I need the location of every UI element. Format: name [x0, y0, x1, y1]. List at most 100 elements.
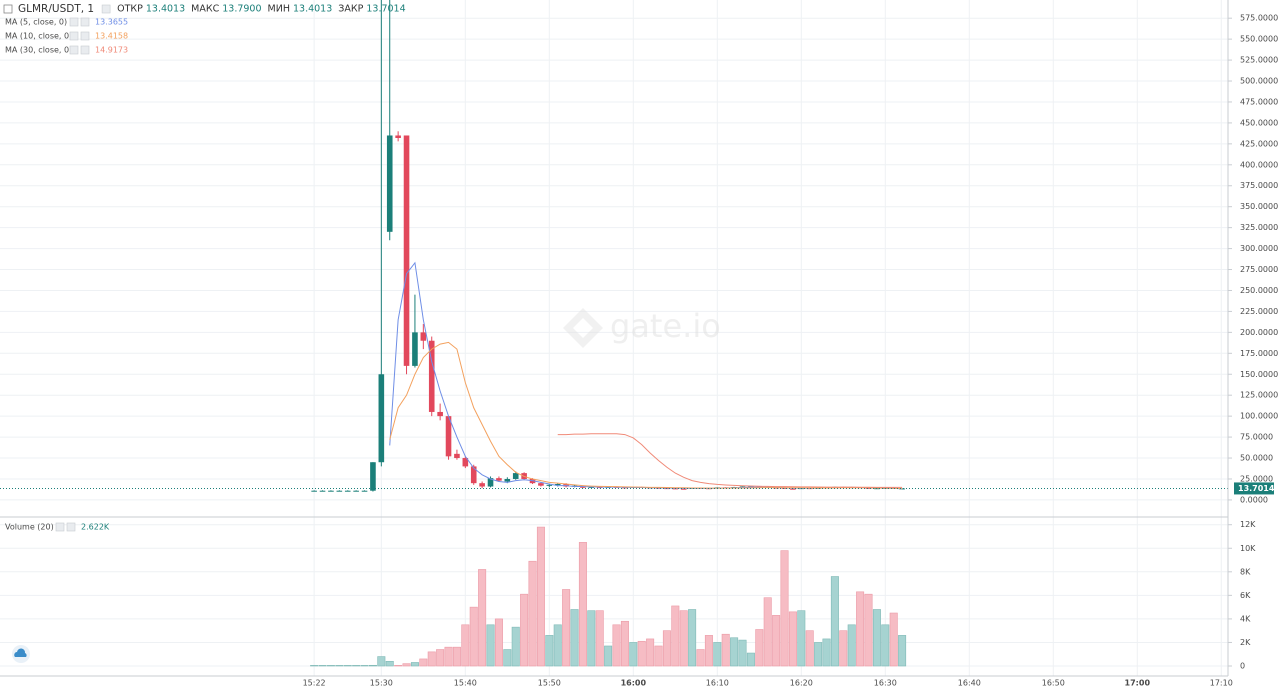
grid — [0, 0, 1228, 676]
volume-bar — [452, 646, 461, 667]
y-tick-label: 4K — [1240, 614, 1251, 623]
volume-bar — [520, 593, 529, 667]
symbol-title: GLMR/USDT, 1 — [18, 3, 94, 15]
close-button[interactable] — [80, 17, 90, 27]
volume-bar — [822, 638, 831, 667]
volume-bar — [410, 662, 419, 667]
x-tick-label: 16:30 — [874, 679, 897, 688]
legend-value: 14.9173 — [95, 46, 128, 55]
volume-bar — [730, 637, 739, 667]
y-tick-label: 375.0000 — [1240, 181, 1278, 190]
y-tick-label: 550.0000 — [1240, 35, 1278, 44]
settings-button[interactable] — [69, 17, 79, 27]
candle-body — [395, 135, 401, 138]
close-button[interactable] — [80, 45, 90, 55]
settings-button[interactable] — [69, 31, 79, 41]
candle-body — [496, 478, 502, 481]
volume-bar — [461, 624, 470, 667]
candle-body — [328, 490, 334, 492]
symbol-settings[interactable] — [101, 4, 111, 14]
volume-bar — [385, 660, 394, 667]
candle-body — [412, 332, 418, 366]
y-tick-label: 6K — [1240, 591, 1251, 600]
y-tick-label: 175.0000 — [1240, 349, 1278, 358]
candle-body — [319, 490, 326, 492]
stat-value: 13.7900 — [222, 4, 261, 15]
cloud-button[interactable] — [12, 645, 30, 663]
volume-bar — [394, 665, 403, 667]
axes: 15:22 15:30 15:40 15:50 16:00 16:10 16:20 16:30… — [303, 14, 1279, 688]
y-tick-label: 12K — [1240, 520, 1256, 529]
candle-body — [370, 462, 376, 491]
volume-bar — [830, 576, 839, 667]
legend-name: MA (10, close, 0) — [5, 32, 72, 41]
volume-bar — [872, 609, 881, 667]
volume-bar — [444, 646, 453, 667]
candle-body — [470, 466, 477, 484]
volume-bar — [620, 620, 629, 667]
candle-body — [386, 135, 393, 232]
volume-bar — [494, 618, 503, 667]
volume-bar — [419, 658, 428, 667]
volume-bar — [326, 665, 335, 667]
volume-bar — [604, 645, 613, 667]
close-button[interactable] — [80, 31, 90, 41]
candle-body — [428, 340, 435, 412]
candle-body — [378, 374, 385, 463]
ma-line — [557, 433, 903, 488]
volume-bar — [738, 639, 747, 667]
settings-button[interactable] — [69, 45, 79, 55]
volume-bar — [352, 665, 361, 667]
y-tick-label: 300.0000 — [1240, 244, 1278, 253]
volume-bar — [578, 542, 587, 667]
y-tick-label: 575.0000 — [1240, 14, 1278, 23]
y-tick-label: 2K — [1240, 638, 1251, 647]
y-tick-label: 400.0000 — [1240, 160, 1278, 169]
volume-bar — [688, 609, 697, 667]
volume-bar — [772, 615, 781, 667]
volume-bar — [881, 624, 890, 667]
stat-value: 13.4013 — [146, 4, 185, 15]
x-tick-label: 15:22 — [303, 679, 326, 688]
candle-body — [546, 484, 553, 486]
volume-bar — [486, 624, 495, 667]
volume-bar — [478, 569, 487, 667]
x-tick-label: 16:50 — [1042, 679, 1065, 688]
stat-label: ОТКР — [117, 4, 143, 15]
y-tick-label: 10K — [1240, 544, 1256, 553]
volume-bar — [898, 635, 907, 667]
candle-body — [865, 487, 872, 489]
ma-line — [389, 341, 903, 490]
y-tick-label: 425.0000 — [1240, 139, 1278, 148]
y-tick-label: 25.0000 — [1240, 474, 1273, 483]
volume-bar — [335, 665, 344, 667]
watermark-logo — [563, 308, 603, 348]
volume-bar — [713, 642, 722, 667]
candle-body — [487, 478, 494, 487]
x-tick-label: 15:40 — [454, 679, 477, 688]
close-button[interactable] — [66, 522, 76, 532]
candle-body — [680, 488, 687, 490]
volume-title: Volume (20) — [5, 523, 54, 532]
settings-button[interactable] — [55, 522, 65, 532]
candle-body — [781, 487, 788, 489]
collapse-button[interactable] — [3, 4, 13, 14]
y-tick-label: 525.0000 — [1240, 56, 1278, 65]
y-tick-label: 0.0000 — [1240, 495, 1268, 504]
x-tick-label: 16:20 — [790, 679, 813, 688]
volume-value: 2.622K — [81, 523, 110, 532]
volume-bar — [721, 633, 730, 667]
volume-bar — [427, 651, 436, 667]
volume-bar — [553, 624, 562, 667]
stat-label: МАКС — [191, 4, 219, 15]
cloud-icon[interactable] — [14, 648, 27, 657]
volume-bar — [662, 630, 671, 667]
stat-label: ЗАКР — [338, 4, 363, 15]
x-tick-label: 16:00 — [621, 679, 647, 688]
volume-bar — [637, 640, 646, 667]
x-tick-label: 16:10 — [706, 679, 729, 688]
last-price-badge — [1234, 482, 1274, 495]
candle-body — [336, 490, 343, 492]
candle-body — [344, 490, 351, 492]
y-tick-label: 8K — [1240, 567, 1251, 576]
